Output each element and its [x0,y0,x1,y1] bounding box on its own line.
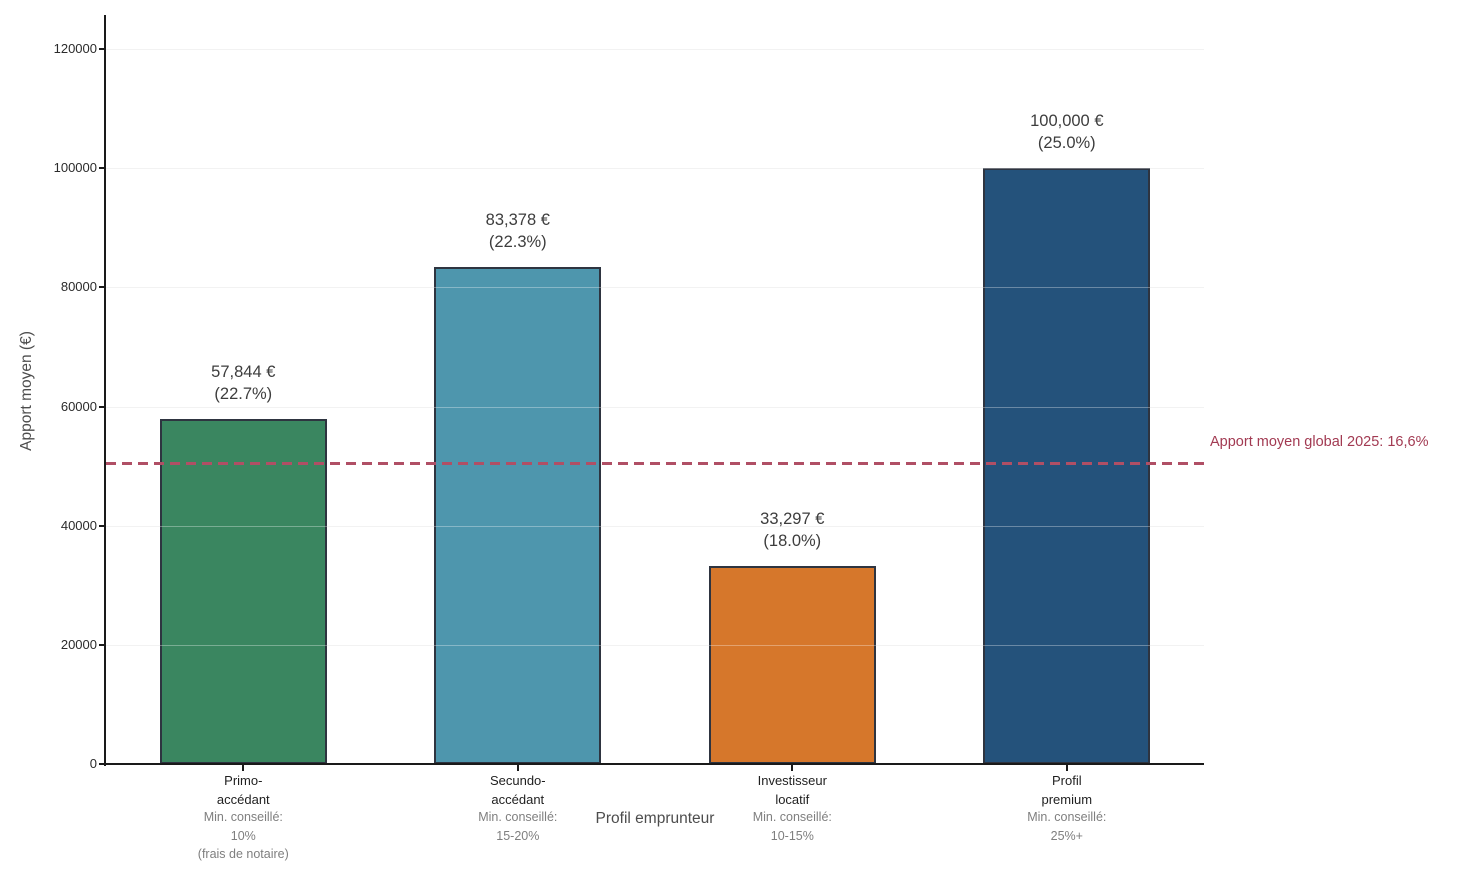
reference-dashed-line [106,462,1204,466]
x-tick-note: Min. conseillé: 15-20% [478,810,558,843]
bar-value-label: 83,378 € (22.3%) [485,211,550,252]
y-tick-label: 20000 [60,636,97,652]
bar [708,565,876,764]
y-tick-label: 40000 [60,517,97,533]
y-tick-label: 0 [89,756,97,771]
gridline-overlay [106,168,1204,170]
x-tick-label: Profil premium [1041,773,1093,807]
bar [983,168,1151,764]
x-tick-label: Primo- accédant [216,773,270,807]
x-tick-label: Secundo- accédant [489,773,546,807]
x-tick-note: Min. conseillé: 10% (frais de notaire) [197,810,289,861]
bar [159,419,327,764]
gridline-overlay [106,525,1204,527]
gridline [106,287,1204,289]
y-axis-title: Apport moyen (€) [18,331,35,451]
gridline [106,168,1204,170]
x-tick-note: Min. conseillé: 25%+ [1027,810,1107,843]
gridline-overlay [106,644,1204,646]
x-axis-spine [104,763,1204,765]
y-tick-mark [99,524,105,527]
x-tick-label: Investisseur locatif [757,773,827,807]
bar [434,267,602,764]
gridline [106,49,1204,51]
bar-value-label: 57,844 € (22.7%) [211,363,276,404]
y-tick-label: 120000 [53,41,97,57]
y-tick-label: 100000 [53,160,97,176]
gridline-overlay [106,287,1204,289]
y-tick-mark [99,167,105,170]
y-tick-mark [99,286,105,289]
gridline [106,525,1204,527]
y-tick-label: 80000 [60,279,97,295]
x-tick-note: Min. conseillé: 10-15% [752,810,832,843]
gridline-overlay [106,406,1204,408]
gridline [106,406,1204,408]
bar-value-label: 100,000 € (25.0%) [1030,112,1104,153]
y-tick-mark [99,763,105,765]
x-tick-mark [242,765,245,771]
y-tick-mark [99,48,105,51]
bar-value-label: 33,297 € (18.0%) [760,509,825,550]
gridline-overlay [106,49,1204,51]
y-axis-spine [104,15,106,766]
x-tick-mark [1065,765,1068,771]
x-tick-mark [516,765,519,771]
x-tick-mark [791,765,794,771]
y-tick-mark [99,405,105,408]
y-tick-mark [99,643,105,646]
y-tick-label: 60000 [60,398,97,414]
reference-line-label: Apport moyen global 2025: 16,6% [1210,433,1429,450]
x-axis-title: Profil emprunteur [595,810,715,827]
gridline [106,644,1204,646]
